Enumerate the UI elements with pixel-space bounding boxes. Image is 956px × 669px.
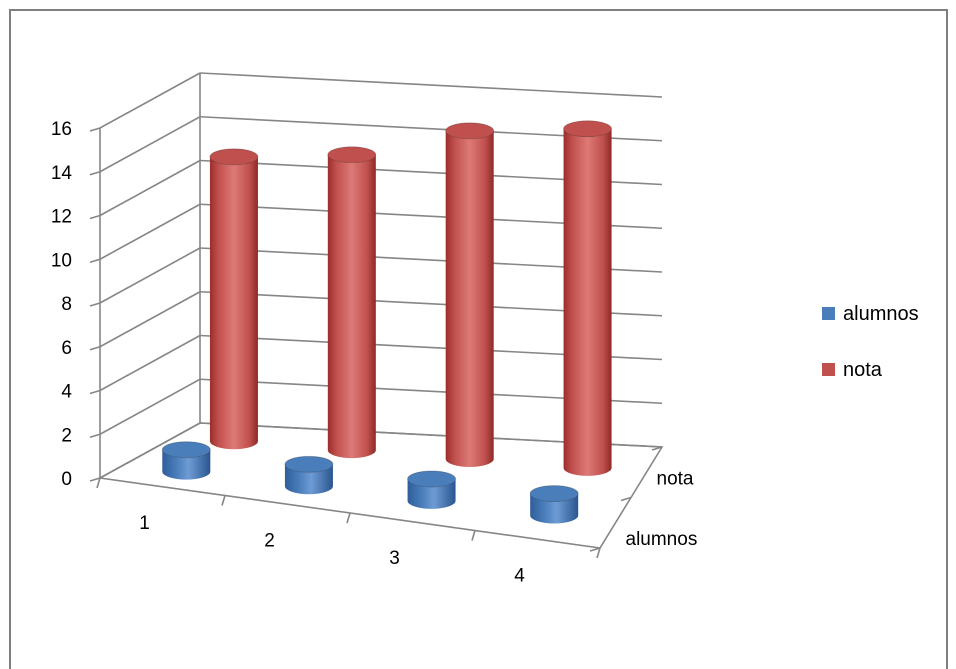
- y-tick-label: 14: [51, 163, 73, 184]
- cylinder-alumnos-4: [529, 485, 579, 524]
- y-tick-label: 8: [61, 294, 72, 315]
- x-tick-mark: [96, 477, 101, 489]
- legend-swatch-nota: [822, 363, 835, 376]
- cylinder-alumnos-1: [161, 441, 211, 480]
- x-tick-mark: [596, 547, 601, 559]
- x-tick-mark: [346, 512, 351, 524]
- cylinder-alumnos-2: [284, 455, 334, 495]
- cylinder-body: [445, 130, 494, 467]
- depth-tick-mark: [651, 446, 663, 451]
- y-tick-label: 16: [51, 119, 72, 140]
- y-tick-label: 12: [51, 207, 72, 228]
- gridline-side: [99, 247, 201, 304]
- y-tick-labels: 0 2 4 6 8 10 12 14 16: [51, 119, 73, 490]
- chart-frame: [9, 9, 948, 669]
- cylinder-top: [327, 146, 377, 164]
- cylinder-nota-3: [445, 122, 495, 467]
- legend: alumnos nota: [822, 303, 919, 381]
- cylinder-top: [161, 441, 211, 459]
- cylinder-body: [284, 464, 333, 495]
- cylinder-body: [407, 478, 456, 509]
- gridline-side: [99, 72, 201, 129]
- depth-labels: nota alumnos: [626, 468, 698, 550]
- y-tick-mark: [89, 302, 101, 307]
- cylinder-top: [407, 470, 456, 488]
- cylinder-top: [445, 122, 495, 140]
- cylinder-top: [529, 485, 579, 502]
- y-tick-label: 4: [61, 382, 72, 403]
- x-tick-label: 2: [264, 530, 275, 551]
- cylinder-body: [209, 156, 258, 450]
- cylinder-nota-4: [563, 120, 612, 476]
- x-tick-labels: 1 2 3 4: [139, 513, 525, 587]
- gridline-side: [99, 334, 201, 392]
- gridline-side: [99, 203, 201, 260]
- gridline-side: [99, 159, 201, 217]
- x-tick-label: 4: [514, 565, 525, 586]
- y-tick-mark: [89, 214, 101, 220]
- y-tick-label: 2: [61, 425, 72, 446]
- cylinder-body: [162, 449, 211, 480]
- y-tick-label: 0: [61, 469, 72, 490]
- x-tick-label: 3: [389, 548, 400, 569]
- cylinder-top: [284, 455, 334, 473]
- depth-label: alumnos: [626, 529, 698, 550]
- cylinder-body: [563, 128, 612, 476]
- y-tick-mark: [89, 258, 101, 264]
- y-tick-label: 10: [51, 250, 72, 271]
- cylinder-body: [327, 154, 376, 459]
- cylinder-alumnos-3: [407, 470, 456, 509]
- y-tick-mark: [89, 389, 101, 395]
- axes: [89, 73, 664, 559]
- y-tick-mark: [89, 345, 101, 351]
- cylinder-nota-1: [209, 148, 259, 450]
- cylinder-top: [209, 148, 259, 166]
- y-tick-mark: [89, 433, 101, 439]
- x-tick-mark: [221, 495, 226, 506]
- gridline-side: [99, 291, 201, 348]
- depth-label: nota: [657, 468, 694, 489]
- legend-swatch-alumnos: [822, 307, 835, 320]
- depth-tick-mark: [620, 496, 632, 502]
- x-tick-label: 1: [139, 513, 150, 534]
- y-tick-label: 6: [61, 338, 72, 359]
- cylinder-top: [563, 120, 612, 138]
- gridline-side: [99, 378, 201, 435]
- x-tick-mark: [471, 530, 476, 541]
- cylinder-body: [530, 493, 579, 524]
- gridline-side: [99, 116, 201, 173]
- y-tick-mark: [89, 170, 101, 176]
- legend-label-alumnos: alumnos: [843, 303, 919, 325]
- bars: [161, 120, 612, 524]
- depth-tick-mark: [589, 547, 601, 552]
- legend-label-nota: nota: [843, 359, 883, 381]
- cylinder-nota-2: [327, 146, 377, 459]
- y-tick-mark: [89, 127, 101, 132]
- gridline-back: [199, 72, 663, 98]
